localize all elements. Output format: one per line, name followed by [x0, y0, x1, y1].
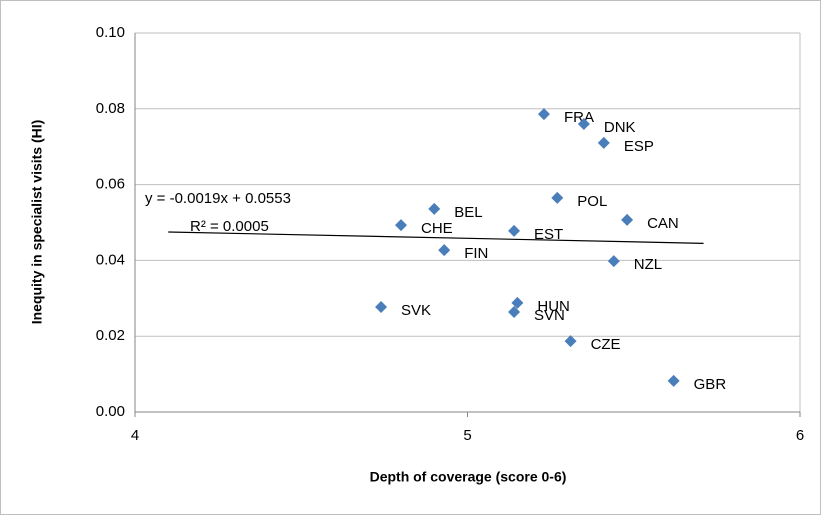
point	[577, 117, 590, 130]
point	[621, 213, 634, 226]
point	[508, 224, 521, 237]
y-tick-label: 0.00	[96, 403, 125, 420]
y-tick-label: 0.04	[96, 251, 125, 268]
point-label: HUN	[537, 298, 570, 315]
trendline	[168, 231, 704, 244]
point-label: CZE	[591, 336, 621, 353]
y-tick-label: 0.02	[96, 327, 125, 344]
trend-equation: y = -0.0019x + 0.0553	[145, 190, 291, 207]
point	[508, 305, 521, 318]
point-label: BEL	[454, 204, 482, 221]
y-axis-title: Inequity in specialist visits (HI)	[29, 120, 45, 325]
x-tick-label: 5	[463, 427, 471, 444]
point-label: FIN	[464, 245, 488, 262]
y-tick-label: 0.06	[96, 176, 125, 193]
point-label: EST	[534, 226, 563, 243]
point	[667, 374, 680, 387]
point-label: GBR	[694, 376, 727, 393]
point	[428, 202, 441, 215]
point	[564, 335, 577, 348]
x-tick-label: 6	[796, 427, 804, 444]
point	[551, 191, 564, 204]
point-label: NZL	[634, 256, 662, 273]
y-tick-label: 0.10	[96, 24, 125, 41]
x-axis-title: Depth of coverage (score 0-6)	[370, 469, 567, 485]
point	[395, 219, 407, 232]
point	[375, 301, 388, 314]
point-label: CHE	[421, 220, 453, 237]
point-label: POL	[577, 193, 607, 210]
point	[597, 136, 610, 149]
point-label: DNK	[604, 119, 636, 136]
trend-r-squared: R² = 0.0005	[190, 218, 269, 235]
point-label: SVK	[401, 302, 431, 319]
y-tick-label: 0.08	[96, 100, 125, 117]
point	[607, 255, 620, 268]
point-label: ESP	[624, 138, 654, 155]
point	[511, 296, 524, 309]
point	[537, 108, 550, 121]
point-label: SVN	[534, 307, 565, 324]
x-tick-label: 4	[131, 427, 139, 444]
point	[438, 244, 451, 257]
point-label: CAN	[647, 215, 679, 232]
